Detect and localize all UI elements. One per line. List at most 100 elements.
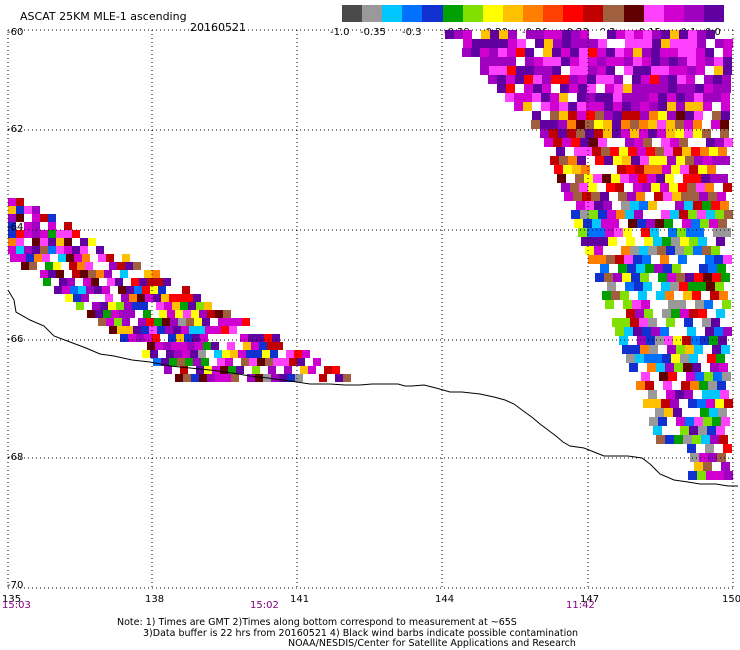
- swath-cell: [636, 264, 645, 273]
- swath-cell: [128, 334, 136, 342]
- swath-cell: [251, 342, 259, 350]
- swath-cell: [668, 84, 677, 93]
- swath-cell: [667, 93, 676, 102]
- swath-cell: [24, 222, 32, 230]
- swath-cell: [270, 350, 278, 358]
- swath-cell: [56, 238, 64, 246]
- swath-cell: [706, 30, 715, 39]
- swath-cell: [718, 147, 727, 156]
- swath-cell: [21, 262, 29, 270]
- swath-cell: [724, 39, 733, 48]
- swath-cell: [480, 66, 489, 75]
- swath-cell: [649, 417, 658, 426]
- swath-cell: [40, 230, 48, 238]
- swath-cell: [660, 57, 669, 66]
- swath-cell: [147, 342, 155, 350]
- swath-cell: [585, 120, 594, 129]
- swath-cell: [690, 381, 699, 390]
- swath-cell: [624, 255, 633, 264]
- swath-cell: [591, 192, 600, 201]
- swath-cell: [613, 156, 622, 165]
- swath-cell: [100, 302, 108, 310]
- swath-cell: [463, 30, 472, 39]
- swath-cell: [721, 345, 730, 354]
- colorbar-segment: [563, 5, 584, 22]
- swath-cell: [695, 84, 704, 93]
- swath-cell: [676, 111, 685, 120]
- swath-cell: [624, 57, 633, 66]
- swath-cell: [641, 372, 650, 381]
- swath-cell: [324, 366, 332, 374]
- swath-cell: [672, 381, 681, 390]
- swath-cell: [104, 246, 112, 254]
- swath-cell: [667, 417, 676, 426]
- swath-cell: [585, 246, 594, 255]
- swath-cell: [714, 66, 723, 75]
- swath-cell: [633, 57, 642, 66]
- swath-cell: [709, 147, 718, 156]
- swath-cell: [603, 246, 612, 255]
- footer-note-2: 3)Data buffer is 22 hrs from 20160521 4)…: [143, 628, 579, 639]
- swath-cell: [183, 310, 191, 318]
- swath-cell: [659, 372, 668, 381]
- swath-cell: [561, 57, 570, 66]
- swath-cell: [689, 309, 698, 318]
- swath-cell: [507, 48, 516, 57]
- swath-cell: [630, 129, 639, 138]
- swath-cell: [695, 300, 704, 309]
- swath-cell: [119, 310, 127, 318]
- swath-cell: [319, 374, 327, 382]
- swath-cell: [599, 165, 608, 174]
- swath-cell: [198, 350, 206, 358]
- swath-cell: [573, 192, 582, 201]
- swath-cell: [96, 270, 104, 278]
- swath-cell: [225, 358, 233, 366]
- swath-cell: [98, 318, 106, 326]
- swath-cell: [653, 309, 662, 318]
- swath-cell: [183, 374, 191, 382]
- swath-cell: [559, 93, 568, 102]
- swath-cell: [642, 57, 651, 66]
- swath-cell: [631, 111, 640, 120]
- swath-cell: [694, 102, 703, 111]
- swath-cell: [722, 228, 731, 237]
- swath-cell: [709, 336, 718, 345]
- swath-cell: [614, 84, 623, 93]
- swath-cell: [586, 111, 595, 120]
- swath-cell: [113, 294, 121, 302]
- swath-cell: [180, 302, 188, 310]
- swath-cell: [604, 93, 613, 102]
- swath-cell: [620, 291, 629, 300]
- swath-cell: [514, 102, 523, 111]
- swath-cell: [48, 238, 56, 246]
- swath-cell: [635, 354, 644, 363]
- swath-cell: [678, 66, 687, 75]
- swath-cell: [196, 366, 204, 374]
- swath-cell: [604, 273, 613, 282]
- swath-cell: [688, 138, 697, 147]
- swath-cell: [53, 262, 61, 270]
- swath-cell: [230, 350, 238, 358]
- swath-cell: [640, 156, 649, 165]
- swath-cell: [140, 302, 148, 310]
- swath-cell: [713, 228, 722, 237]
- swath-cell: [683, 435, 692, 444]
- swath-cell: [185, 294, 193, 302]
- swath-cell: [715, 39, 724, 48]
- swath-cell: [619, 336, 628, 345]
- swath-cell: [631, 273, 640, 282]
- swath-cell: [532, 111, 541, 120]
- swath-cell: [649, 102, 658, 111]
- swath-cell: [667, 156, 676, 165]
- swath-cell: [696, 183, 705, 192]
- swath-cell: [655, 219, 664, 228]
- swath-cell: [722, 372, 731, 381]
- swath-cell: [76, 302, 84, 310]
- swath-cell: [705, 255, 714, 264]
- lon-label: 138: [145, 594, 165, 605]
- swath-cell: [90, 254, 98, 262]
- swath-cell: [670, 210, 679, 219]
- swath-cell: [708, 192, 717, 201]
- swath-cell: [652, 138, 661, 147]
- swath-cell: [635, 165, 644, 174]
